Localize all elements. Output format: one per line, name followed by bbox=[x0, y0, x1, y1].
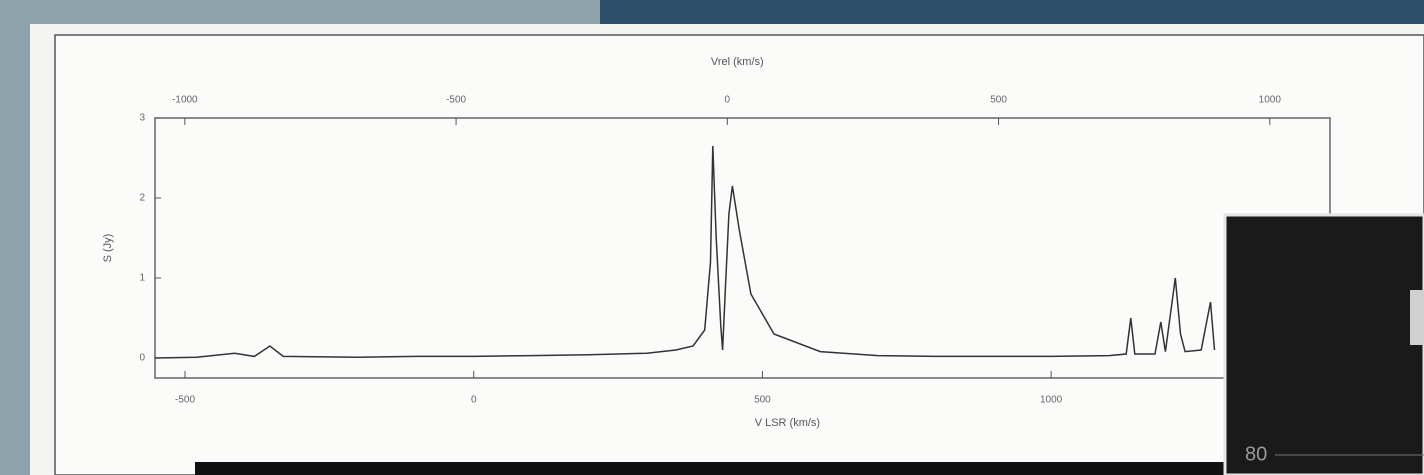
y-tick-label: 2 bbox=[139, 193, 145, 204]
overlay-glyph bbox=[1410, 290, 1424, 345]
x2-tick-label: 500 bbox=[990, 95, 1007, 106]
y-tick-label: 3 bbox=[139, 113, 145, 124]
x-tick-label: 1000 bbox=[1040, 395, 1063, 406]
x-tick-label: 0 bbox=[471, 395, 477, 406]
overlay-tick-label: 80 bbox=[1245, 443, 1267, 465]
x-tick-label: 500 bbox=[754, 395, 771, 406]
overlay-panel bbox=[1225, 215, 1424, 475]
x2-tick-label: 0 bbox=[725, 95, 731, 106]
x2-axis-label: Vrel (km/s) bbox=[711, 56, 764, 68]
chart-frame bbox=[55, 35, 1424, 475]
x2-tick-label: -500 bbox=[446, 95, 466, 106]
x-axis-label: V LSR (km/s) bbox=[755, 417, 820, 429]
bottom-image bbox=[195, 462, 1225, 475]
y-tick-label: 0 bbox=[139, 353, 145, 364]
x-tick-label: -500 bbox=[175, 395, 195, 406]
y-axis-label: S (Jy) bbox=[102, 234, 114, 263]
x2-tick-label: 1000 bbox=[1259, 95, 1282, 106]
slide: 0 1 2 3 -500 0 500 1000 -1000 -500 0 500 1000 V LSR (… bbox=[0, 0, 1424, 475]
y-tick-label: 1 bbox=[139, 273, 145, 284]
x2-tick-label: -1000 bbox=[172, 95, 198, 106]
